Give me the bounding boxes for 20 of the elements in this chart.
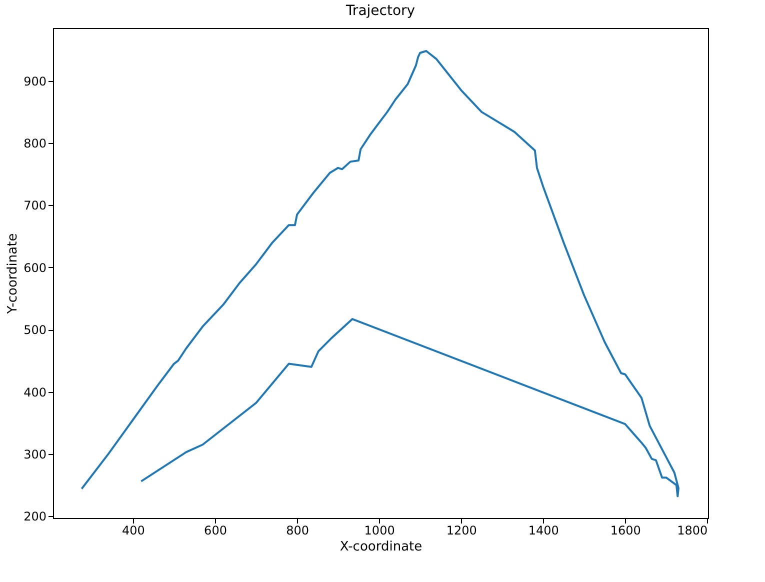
y-tick-label: 800 (24, 136, 46, 151)
x-tick-label: 400 (122, 524, 145, 538)
x-tick-label: 600 (204, 524, 227, 538)
x-axis-title: X-coordinate (340, 540, 422, 554)
y-tick-label: 300 (24, 447, 46, 462)
y-tick-label: 200 (24, 510, 46, 524)
chart-title: Trajectory (344, 3, 416, 19)
y-tick-label: 700 (24, 198, 46, 213)
x-tick-label: 1600 (610, 524, 641, 538)
x-tick-label: 1800 (677, 524, 708, 538)
x-tick-label: 1000 (364, 524, 395, 538)
x-tick-label: 1400 (528, 524, 559, 538)
y-tick-label: 500 (24, 323, 46, 338)
line-series (80, 50, 680, 498)
x-tick-label: 1200 (446, 524, 477, 538)
x-tick-label: 800 (286, 524, 309, 538)
y-tick-label: 900 (24, 74, 46, 88)
y-tick-label: 400 (24, 385, 46, 400)
y-tick-label: 600 (24, 260, 46, 275)
y-axis-title: Y-coordinate (6, 233, 21, 315)
